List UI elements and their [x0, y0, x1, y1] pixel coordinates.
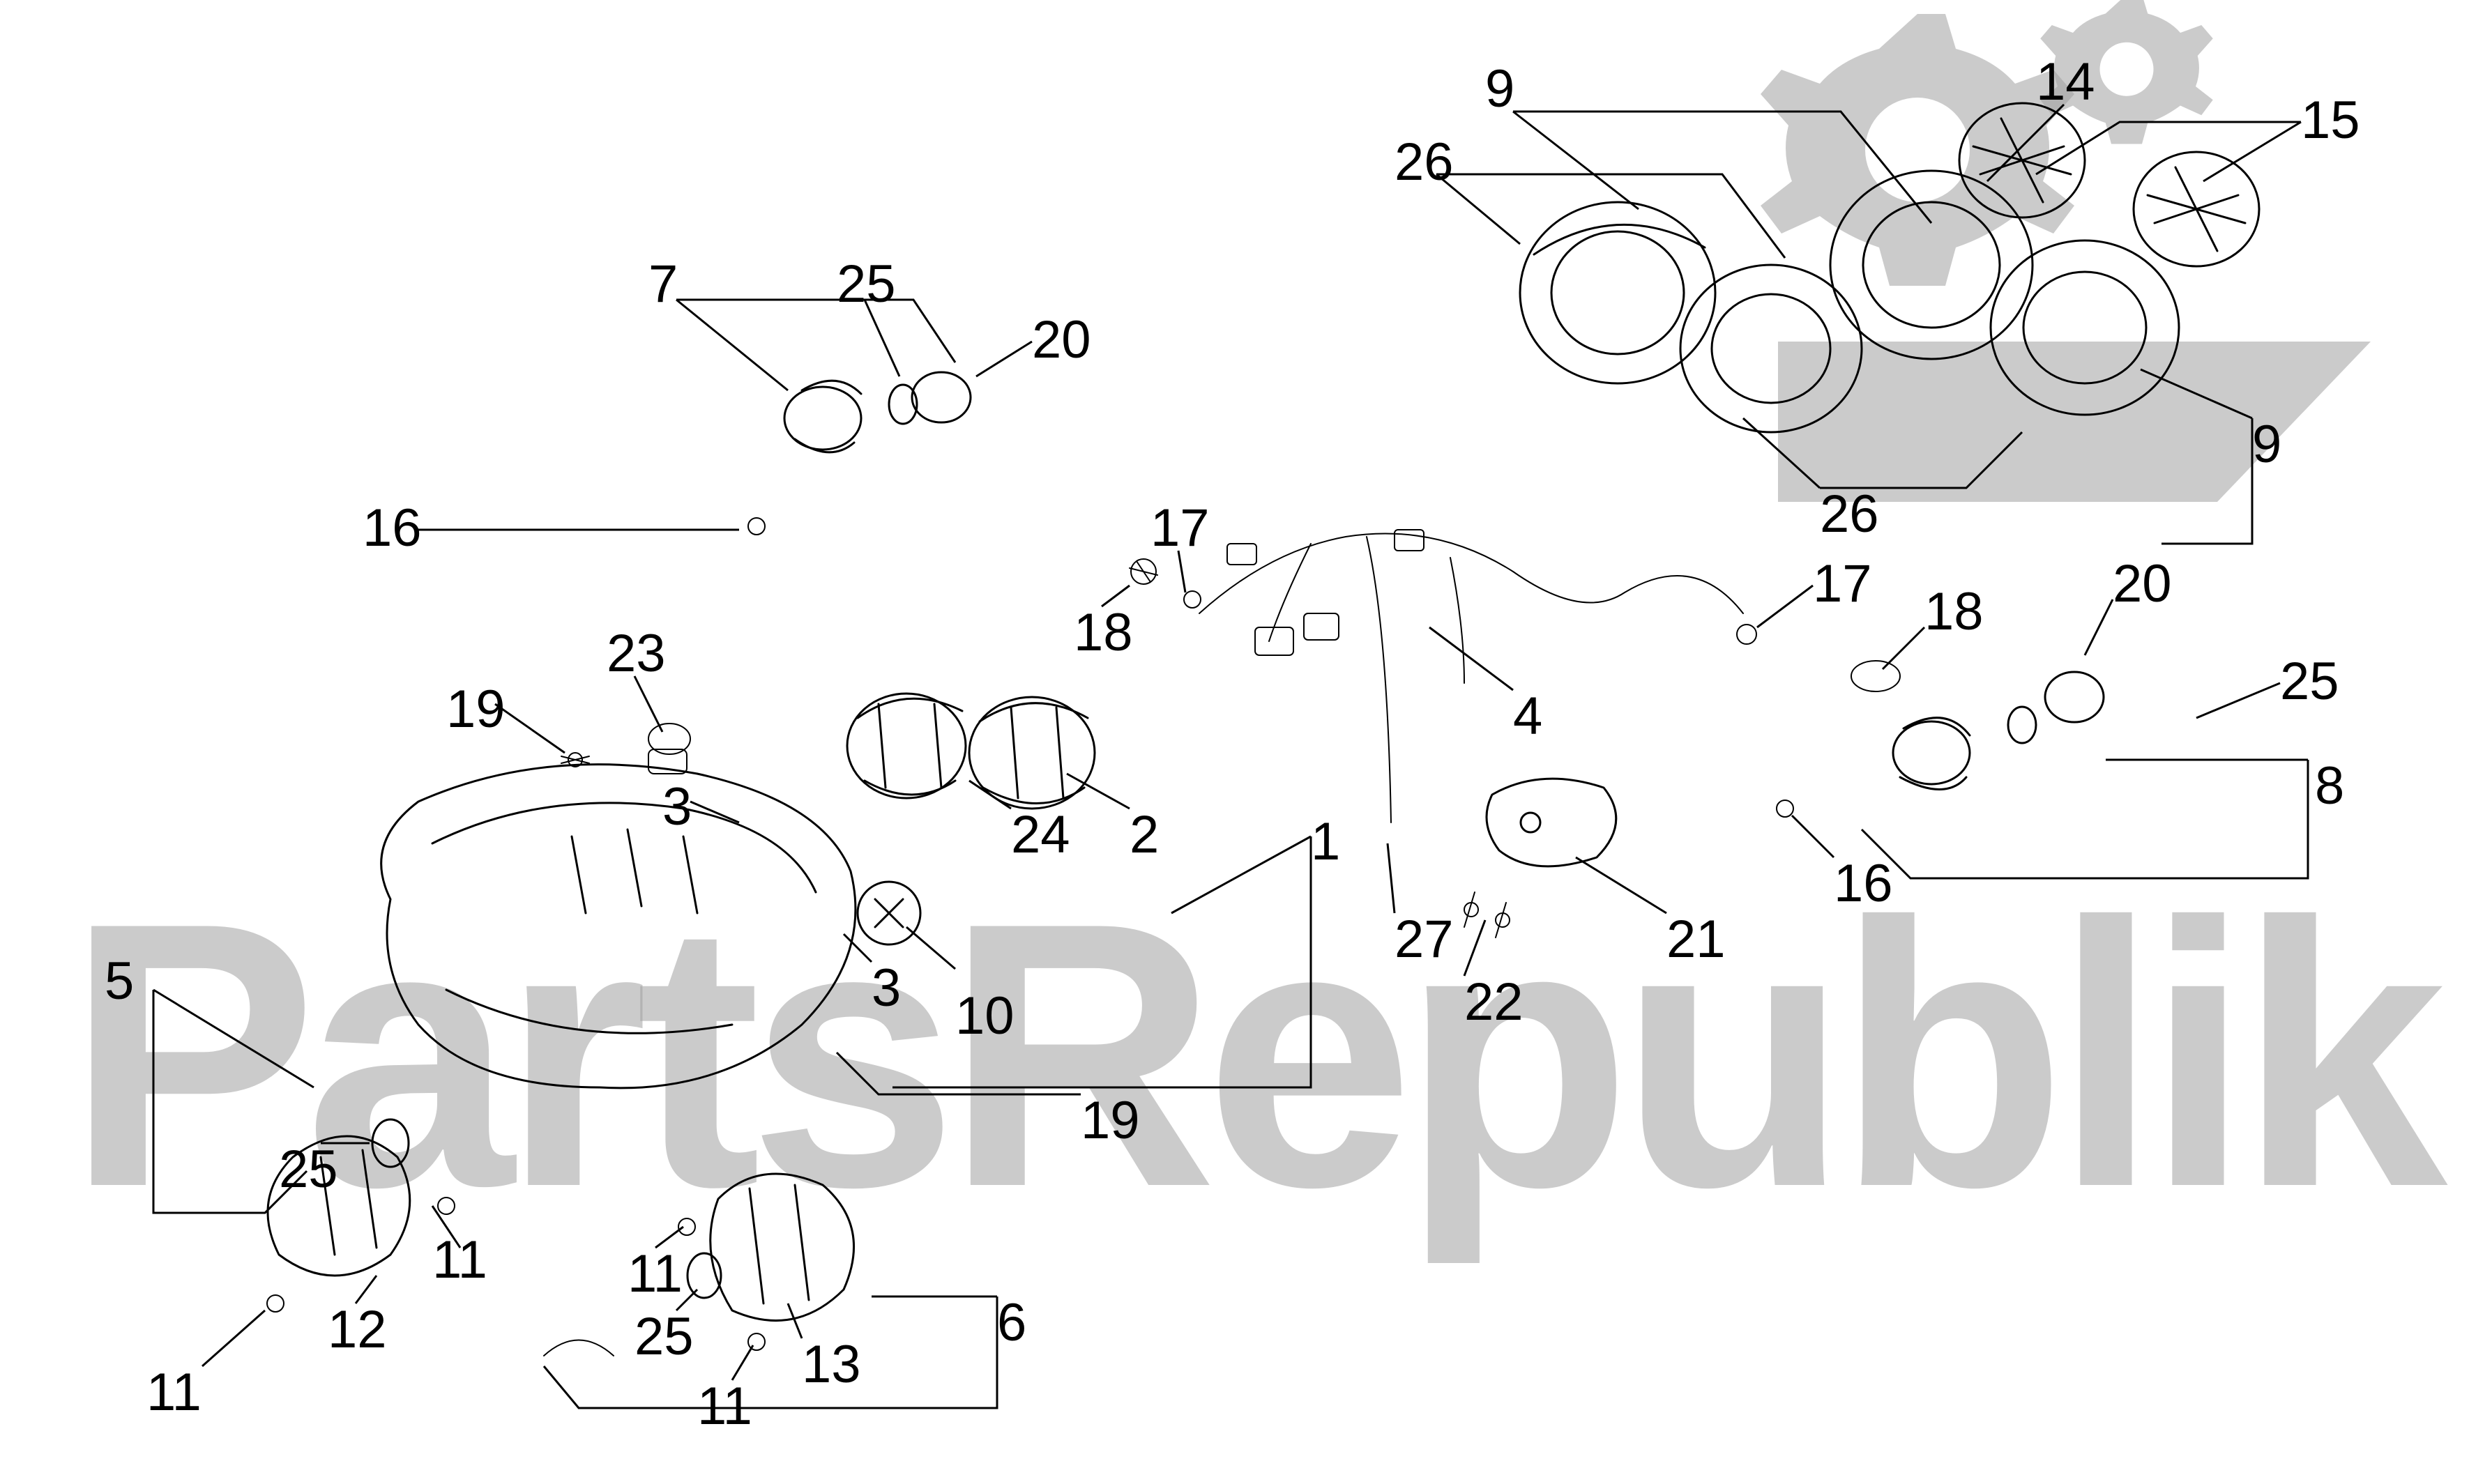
callout-20: 20: [1032, 314, 1091, 367]
callout-10: 10: [955, 990, 1015, 1043]
leader-lines: [0, 0, 2492, 1484]
callout-11: 11: [146, 1366, 202, 1419]
callout-17: 17: [1813, 558, 1872, 611]
callout-2: 2: [1130, 809, 1159, 862]
callout-26: 26: [1820, 488, 1879, 541]
callout-8: 8: [2315, 760, 2344, 813]
callout-19: 19: [446, 683, 506, 736]
callout-11: 11: [697, 1380, 752, 1433]
callout-15: 15: [2301, 94, 2360, 147]
callout-5: 5: [105, 955, 134, 1008]
callout-13: 13: [802, 1338, 861, 1391]
callout-20: 20: [2113, 558, 2172, 611]
callout-23: 23: [607, 627, 666, 680]
callout-11: 11: [432, 1234, 487, 1287]
callout-1: 1: [1311, 816, 1340, 869]
callout-26: 26: [1395, 136, 1454, 189]
callout-9: 9: [2252, 418, 2281, 471]
callout-25: 25: [635, 1310, 694, 1363]
callout-9: 9: [1485, 63, 1514, 116]
callout-3: 3: [872, 962, 901, 1015]
callout-22: 22: [1464, 976, 1524, 1029]
callout-12: 12: [328, 1303, 387, 1356]
callout-16: 16: [1834, 857, 1893, 910]
callout-17: 17: [1150, 502, 1210, 555]
callout-4: 4: [1513, 690, 1542, 743]
callout-18: 18: [1074, 606, 1133, 659]
callout-25: 25: [837, 258, 896, 311]
callout-25: 25: [2280, 655, 2339, 708]
callout-21: 21: [1666, 913, 1726, 966]
callout-25: 25: [279, 1143, 338, 1196]
callout-14: 14: [2036, 56, 2095, 109]
callout-18: 18: [1924, 586, 1984, 638]
diagram-canvas: PartsRepublik: [0, 0, 2492, 1484]
callout-6: 6: [997, 1296, 1026, 1349]
callout-24: 24: [1011, 809, 1070, 862]
callout-16: 16: [363, 502, 422, 555]
callout-27: 27: [1395, 913, 1454, 966]
callout-19: 19: [1081, 1094, 1140, 1147]
callout-7: 7: [648, 258, 678, 311]
callout-11: 11: [628, 1248, 683, 1301]
callout-3: 3: [662, 781, 692, 834]
